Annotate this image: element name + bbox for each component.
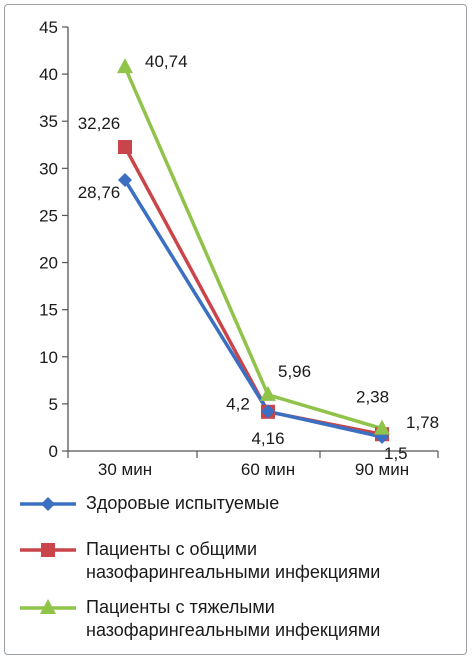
y-tick-label: 40 bbox=[39, 65, 58, 84]
triangle-marker bbox=[374, 419, 390, 435]
chart-frame bbox=[4, 4, 467, 655]
triangle-marker bbox=[260, 385, 276, 401]
legend-swatch bbox=[20, 497, 76, 511]
y-tick-label: 0 bbox=[49, 442, 58, 461]
y-tick-label: 30 bbox=[39, 159, 58, 178]
series-markers bbox=[117, 58, 390, 444]
legend-label: Здоровые испытуемые bbox=[86, 493, 280, 513]
data-label: 4,16 bbox=[251, 429, 284, 448]
diamond-marker bbox=[41, 497, 55, 511]
data-label: 5,96 bbox=[278, 362, 311, 381]
legend-swatch bbox=[20, 543, 76, 557]
diamond-marker bbox=[118, 173, 132, 188]
data-labels: 28,76 4,2 1,5 32,26 4,16 1,78 40,74 5,96 2,38 bbox=[78, 52, 439, 463]
y-tick-label: 20 bbox=[39, 254, 58, 273]
y-tick-label: 35 bbox=[39, 112, 58, 131]
legend-label: Пациенты с тяжелыми назофарингеальными и… bbox=[86, 597, 381, 640]
legend-swatch bbox=[20, 599, 76, 614]
x-tick-label: 30 мин bbox=[98, 460, 152, 479]
data-label: 1,5 bbox=[384, 444, 408, 463]
legend-label: Пациенты с общими назофарингеальными инф… bbox=[86, 539, 381, 582]
square-marker bbox=[118, 140, 132, 155]
x-tick-label: 60 мин bbox=[241, 460, 295, 479]
data-label: 4,2 bbox=[226, 394, 250, 413]
y-tick-label: 10 bbox=[39, 348, 58, 367]
square-marker bbox=[41, 543, 55, 557]
data-label: 2,38 bbox=[356, 388, 389, 407]
x-axis-ticks: 30 мин 60 мин 90 мин bbox=[67, 451, 439, 479]
line-chart: 0 5 10 15 20 25 30 35 40 45 30 мин 60 мин 90 мин 28… bbox=[39, 18, 439, 479]
y-axis-ticks: 0 5 10 15 20 25 30 35 40 45 bbox=[39, 18, 68, 461]
triangle-marker bbox=[117, 58, 133, 74]
triangle-marker bbox=[40, 599, 56, 614]
data-label: 32,26 bbox=[78, 114, 121, 133]
data-label: 40,74 bbox=[145, 52, 188, 71]
series-lines bbox=[123, 66, 383, 439]
x-tick-label: 90 мин bbox=[355, 460, 409, 479]
y-tick-label: 5 bbox=[49, 395, 58, 414]
diamond-marker bbox=[261, 404, 275, 419]
series-line-3 bbox=[123, 66, 383, 431]
data-label: 28,76 bbox=[78, 183, 121, 202]
data-label: 1,78 bbox=[406, 413, 439, 432]
y-tick-label: 15 bbox=[39, 301, 58, 320]
y-tick-label: 25 bbox=[39, 206, 58, 225]
y-tick-label: 45 bbox=[39, 18, 58, 37]
